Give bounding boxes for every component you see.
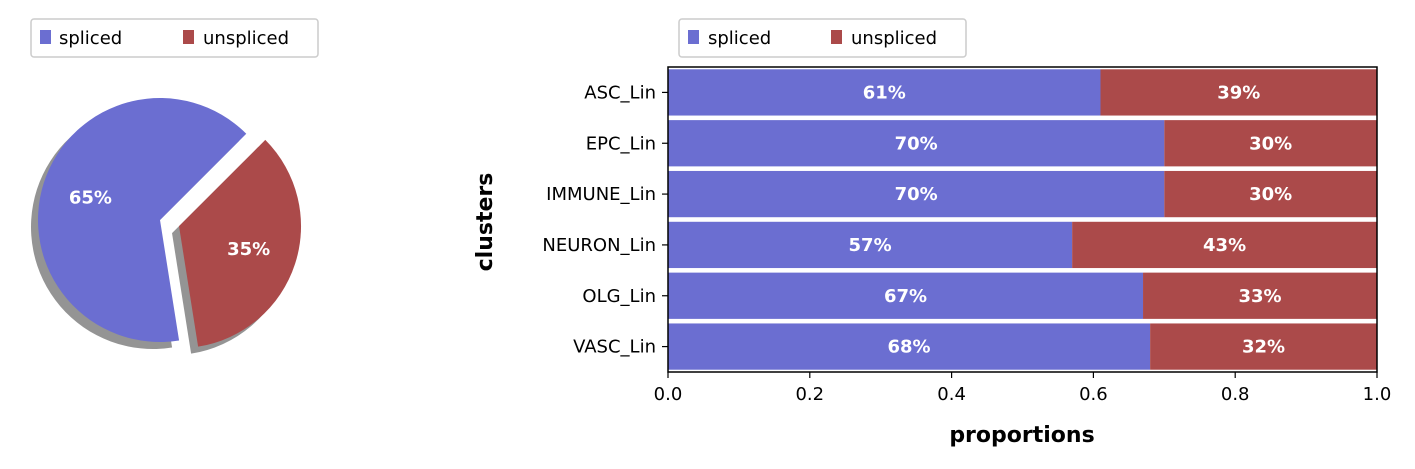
bar-label-unspliced-NEURON_Lin: 43% (1203, 235, 1246, 256)
bar-legend-label-spliced: spliced (708, 28, 771, 49)
bar-label-spliced-IMMUNE_Lin: 70% (895, 184, 938, 205)
bar-unspliced-NEURON_Lin (1072, 221, 1377, 269)
pie-slice-unspliced (179, 139, 302, 347)
bar-legend-label-unspliced: unspliced (851, 28, 937, 49)
y-tick-label-VASC_Lin: VASC_Lin (573, 337, 656, 358)
pie-legend: spliced unspliced (30, 18, 319, 58)
bar-spliced-EPC_Lin (668, 120, 1165, 167)
bar-spliced-OLG_Lin (668, 272, 1144, 319)
bar-legend-swatch-spliced (688, 30, 699, 44)
x-tick-label: 0.8 (1221, 384, 1250, 405)
bar-legend: spliced unspliced (678, 18, 967, 58)
stacked-bar-chart: 61% 39% ASC_Lin 70% 30% EPC_Lin 70% 30% IMMUNE_L… (542, 66, 1392, 405)
bar-label-spliced-VASC_Lin: 68% (888, 337, 931, 358)
bar-label-spliced-ASC_Lin: 61% (863, 82, 906, 103)
bar-label-unspliced-IMMUNE_Lin: 30% (1249, 184, 1292, 205)
x-tick-label: 0.6 (1079, 384, 1108, 405)
y-tick-label-EPC_Lin: EPC_Lin (586, 133, 656, 154)
bar-unspliced-OLG_Lin (1143, 272, 1377, 319)
y-tick-label-OLG_Lin: OLG_Lin (582, 286, 656, 307)
pie-legend-label-unspliced: unspliced (203, 28, 289, 49)
x-tick-label: 1.0 (1363, 384, 1392, 405)
bar-spliced-VASC_Lin (668, 323, 1151, 370)
pie-legend-label-spliced: spliced (59, 28, 122, 49)
y-tick-label-IMMUNE_Lin: IMMUNE_Lin (546, 184, 656, 205)
bar-label-spliced-NEURON_Lin: 57% (849, 235, 892, 256)
bar-unspliced-EPC_Lin (1164, 120, 1377, 167)
bar-spliced-NEURON_Lin (668, 221, 1073, 269)
bar-unspliced-IMMUNE_Lin (1164, 170, 1377, 218)
y-axis-title: clusters (473, 173, 498, 272)
bar-spliced-ASC_Lin (668, 69, 1101, 116)
bar-label-unspliced-OLG_Lin: 33% (1238, 286, 1281, 307)
pie-slice-spliced (38, 98, 247, 343)
x-tick-label: 0.4 (937, 384, 966, 405)
pie-legend-swatch-unspliced (183, 30, 194, 44)
y-tick-label-ASC_Lin: ASC_Lin (584, 82, 656, 103)
bar-legend-swatch-unspliced (831, 30, 842, 44)
pie-label-spliced: 65% (69, 187, 112, 208)
pie-legend-swatch-spliced (40, 30, 51, 44)
y-tick-label-NEURON_Lin: NEURON_Lin (542, 235, 656, 256)
bar-unspliced-ASC_Lin (1100, 69, 1377, 116)
bar-label-unspliced-ASC_Lin: 39% (1217, 82, 1260, 103)
bar-label-spliced-EPC_Lin: 70% (895, 133, 938, 154)
x-axis-title: proportions (949, 423, 1094, 448)
x-tick-label: 0.0 (654, 384, 683, 405)
plot-frame (667, 66, 1378, 373)
pie-label-unspliced: 35% (227, 239, 270, 260)
bar-spliced-IMMUNE_Lin (668, 170, 1165, 218)
bar-label-spliced-OLG_Lin: 67% (884, 286, 927, 307)
x-tick-label: 0.2 (795, 384, 824, 405)
bar-label-unspliced-VASC_Lin: 32% (1242, 337, 1285, 358)
bar-unspliced-VASC_Lin (1150, 323, 1377, 370)
pie-chart: 65% 35% (30, 98, 302, 354)
bar-label-unspliced-EPC_Lin: 30% (1249, 133, 1292, 154)
